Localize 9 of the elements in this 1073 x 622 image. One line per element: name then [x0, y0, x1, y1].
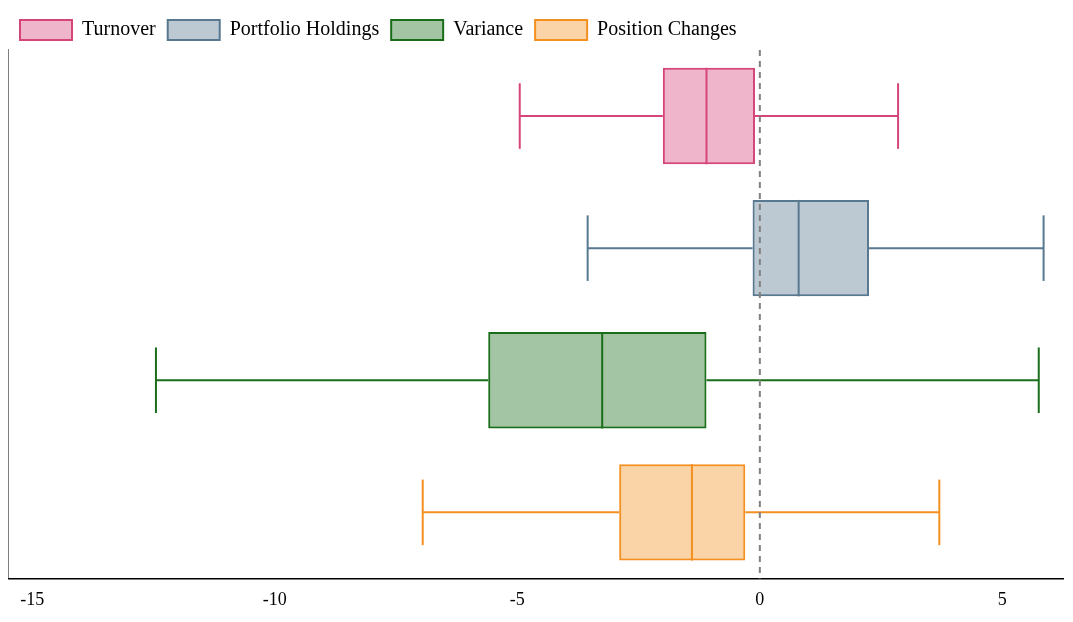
x-tick-label: 5	[997, 588, 1007, 609]
x-tick-label: 0	[755, 588, 765, 609]
legend-label: Variance	[453, 17, 524, 40]
legend-label: Turnover	[82, 17, 157, 40]
x-tick-label: -5	[509, 588, 525, 609]
legend-label: Position Changes	[597, 17, 737, 41]
x-tick-label: -10	[262, 588, 287, 609]
x-tick-label: -15	[20, 588, 45, 609]
legend-label: Portfolio Holdings	[229, 17, 380, 41]
